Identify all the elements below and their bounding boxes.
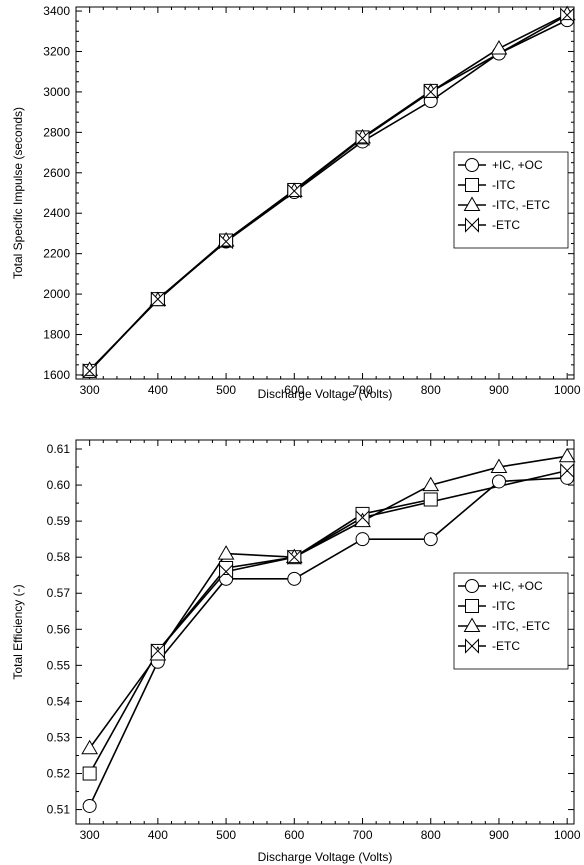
y-tick-label: 2000 <box>43 287 70 301</box>
legend-circle-icon <box>465 579 479 593</box>
x-tick-label: 400 <box>148 828 168 842</box>
y-tick-label: 2600 <box>43 166 70 180</box>
x-axis-label: Discharge Voltage (Volts) <box>258 387 393 401</box>
data-point-bowtie <box>150 643 165 659</box>
data-point-circle <box>355 532 370 547</box>
x-tick-label: 600 <box>284 828 304 842</box>
y-tick-label: 0.53 <box>47 730 71 744</box>
x-tick-label: 300 <box>80 383 100 397</box>
data-point-bowtie <box>560 462 575 479</box>
x-tick-label: 800 <box>421 383 441 397</box>
y-tick-label: 2200 <box>43 247 70 261</box>
data-point-triangle <box>558 447 576 463</box>
legend-label: +IC, +OC <box>492 579 543 593</box>
data-point-triangle <box>422 476 440 492</box>
x-tick-label: 700 <box>353 828 373 842</box>
series-line-square <box>88 498 431 774</box>
data-point-bowtie <box>82 363 97 379</box>
x-tick-label: 300 <box>80 828 100 842</box>
legend-label: -ETC <box>492 218 520 232</box>
legend-square-icon <box>465 599 479 613</box>
data-point-bowtie <box>355 509 370 526</box>
y-tick-label: 0.61 <box>47 442 71 456</box>
data-point-circle <box>560 470 575 485</box>
y-axis-label: Total Efficiency (-) <box>11 584 25 679</box>
data-point-bowtie <box>287 183 302 199</box>
x-tick-label: 700 <box>353 383 373 397</box>
data-point-bowtie <box>560 7 575 23</box>
data-point-circle <box>287 571 302 586</box>
plot-frame <box>75 439 575 825</box>
chart-panel-1: 300 400 500 600 700 800 900 1000 1600 1800 2000 220… <box>11 4 581 401</box>
data-point-triangle <box>490 458 508 474</box>
data-point-triangle <box>217 545 235 560</box>
y-axis-label: Total Specific Impulse (seconds) <box>11 107 25 279</box>
data-point-circle <box>423 532 438 547</box>
x-tick-label: 400 <box>148 383 168 397</box>
y-tick-label: 0.59 <box>47 514 71 528</box>
y-tick-label: 0.52 <box>47 767 71 781</box>
y-tick-label: 0.55 <box>47 658 71 672</box>
y-tick-label: 0.54 <box>47 694 71 708</box>
data-point-triangle <box>490 39 508 55</box>
x-tick-label: 900 <box>489 383 509 397</box>
data-point-circle <box>82 798 97 813</box>
x-tick-label: 800 <box>421 828 441 842</box>
y-tick-label: 0.56 <box>47 622 71 636</box>
legend-label: -ITC, -ETC <box>492 619 550 633</box>
legend-label: -ETC <box>492 639 520 653</box>
legend-label: -ITC <box>492 599 516 613</box>
legend-triangle-icon <box>463 196 481 211</box>
legend-label: -ITC <box>492 178 516 192</box>
data-point-bowtie <box>219 233 234 250</box>
y-tick-label: 0.58 <box>47 550 71 564</box>
chart-panel-2: 300 400 500 600 700 800 900 1000 0.51 0.52 0.53 0.5… <box>11 439 581 864</box>
legend-label: -ITC, -ETC <box>492 198 550 212</box>
legend-label: +IC, +OC <box>492 158 543 172</box>
data-point-bowtie <box>287 549 302 565</box>
y-tick-label: 0.57 <box>47 586 71 600</box>
data-point-bowtie <box>423 84 438 100</box>
y-tick-label: 1800 <box>43 328 70 342</box>
data-point-square <box>82 766 97 781</box>
data-point-bowtie <box>355 130 370 147</box>
y-tick-label: 0.51 <box>47 803 71 817</box>
y-tick-label: 3000 <box>43 85 70 99</box>
y-tick-label: 3200 <box>43 44 70 58</box>
legend-circle-icon <box>465 158 479 172</box>
data-point-triangle <box>81 739 99 755</box>
x-tick-label: 1000 <box>554 383 581 397</box>
y-tick-label: 1600 <box>43 368 70 382</box>
y-tick-label: 0.60 <box>47 478 71 492</box>
series-line-square <box>89 90 432 372</box>
legend-bowtie-icon <box>465 217 479 233</box>
x-tick-label: 600 <box>284 383 304 397</box>
series-line-circle <box>88 477 568 807</box>
x-tick-label: 1000 <box>554 828 581 842</box>
y-tick-label: 2800 <box>43 125 70 139</box>
y-tick-label: 2400 <box>43 206 70 220</box>
x-tick-label: 900 <box>489 828 509 842</box>
x-axis-label: Discharge Voltage (Volts) <box>258 850 393 864</box>
legend-bowtie-icon <box>465 638 479 654</box>
data-point-square <box>423 492 438 507</box>
x-tick-label: 500 <box>216 828 236 842</box>
data-point-circle <box>491 474 506 489</box>
y-tick-label: 3400 <box>43 4 70 18</box>
legend-triangle-icon <box>463 617 481 632</box>
data-point-bowtie <box>150 291 165 307</box>
legend-square-icon <box>465 178 479 192</box>
x-tick-label: 500 <box>216 383 236 397</box>
data-point-bowtie <box>219 563 234 580</box>
